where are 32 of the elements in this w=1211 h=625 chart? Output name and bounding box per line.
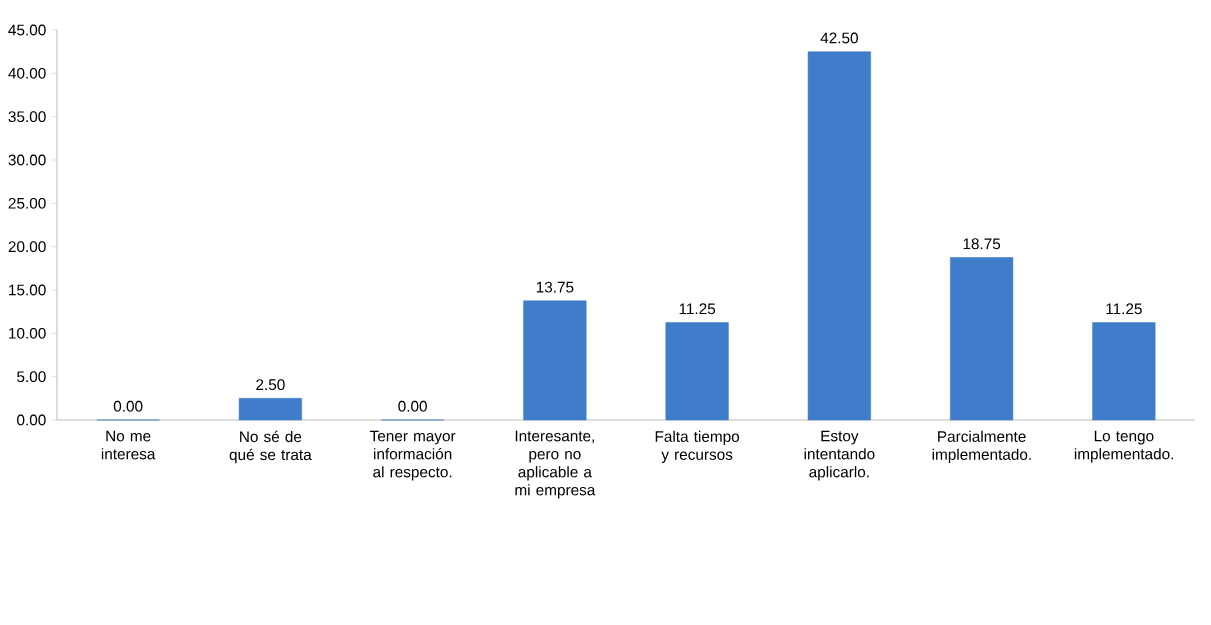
x-tick-label: No me interesa	[101, 430, 156, 460]
y-tick-label: 35.00	[8, 111, 46, 123]
y-tick-label: 20.00	[8, 241, 46, 253]
data-label: 11.25	[679, 303, 716, 315]
data-label: 11.25	[1106, 303, 1142, 315]
data-label: 2.50	[256, 379, 285, 391]
y-tick-label: 15.00	[9, 284, 46, 296]
y-tick-label: 10.00	[9, 327, 46, 339]
data-label: 13.75	[536, 281, 574, 293]
data-label: 42.50	[820, 32, 858, 44]
bar	[1092, 322, 1156, 421]
x-tick-label: Lo tengo implementado.	[1074, 430, 1174, 463]
y-tick-label: 40.00	[8, 67, 46, 79]
y-tick-label: 5.00	[17, 371, 46, 383]
y-tick-label: 0.00	[17, 414, 46, 426]
data-label: 0.00	[113, 400, 143, 412]
data-label: 18.75	[963, 238, 1001, 250]
x-tick-label: Parcialmente implementado.	[932, 430, 1031, 463]
x-tick-label: Interesante, pero no aplicable a mi empresa	[515, 430, 596, 499]
x-tick-label: Estoy intentando aplicarlo.	[804, 430, 875, 481]
x-tick-label: Falta tiempo y recursos	[655, 430, 740, 463]
y-tick-label: 30.00	[8, 154, 46, 166]
bar	[950, 257, 1014, 421]
y-tick-label: 25.00	[8, 197, 46, 209]
bar	[665, 322, 729, 421]
data-label: 0.00	[398, 400, 427, 412]
y-tick-label: 45.00	[8, 24, 46, 36]
bar	[523, 300, 587, 421]
bar	[238, 398, 302, 421]
x-tick-label: Tener mayor información al respecto.	[369, 430, 456, 481]
bar	[807, 51, 871, 421]
x-tick-label: No sé de qué se trata	[229, 430, 312, 464]
